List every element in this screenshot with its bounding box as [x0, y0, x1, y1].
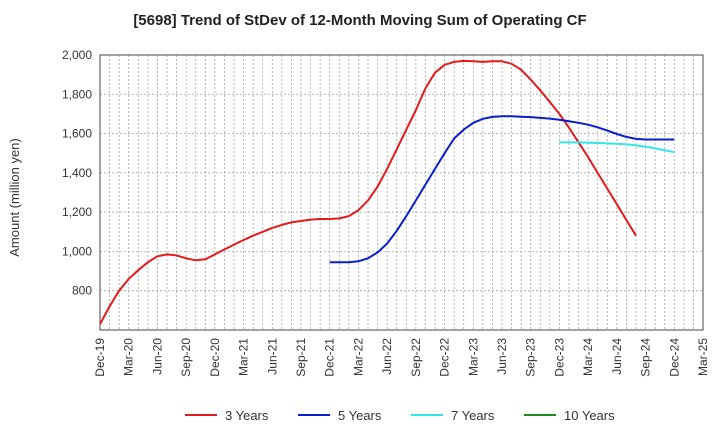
x-tick-label: Sep-23: [524, 338, 538, 377]
x-tick-label: Mar-21: [237, 338, 251, 376]
x-tick-label: Dec-21: [323, 338, 337, 377]
x-tick-label: Jun-21: [265, 338, 279, 375]
y-axis-title: Amount (million yen): [7, 138, 22, 257]
legend-label-5-years: 5 Years: [338, 408, 382, 423]
x-tick-label: Jun-24: [610, 338, 624, 375]
legend-label-10-years: 10 Years: [564, 408, 615, 423]
y-tick-label: 2,000: [62, 48, 92, 62]
x-tick-label: Mar-25: [696, 338, 710, 376]
x-tick-label: Dec-23: [552, 338, 566, 377]
x-tick-label: Jun-20: [150, 338, 164, 375]
plot-frame: [99, 54, 704, 331]
x-tick-label: Sep-20: [179, 338, 193, 377]
x-tick-label: Mar-24: [581, 338, 595, 376]
grid-lines: [100, 54, 703, 330]
x-tick-label: Dec-19: [93, 338, 107, 377]
y-tick-label: 1,400: [62, 166, 92, 180]
y-tick-label: 1,000: [62, 244, 92, 258]
y-tick-labels: 800 1,000 1,200 1,400 1,600 1,800 2,000: [62, 48, 92, 298]
y-tick-label: 1,600: [62, 127, 92, 141]
x-tick-label: Mar-20: [122, 338, 136, 376]
x-tick-label: Dec-20: [208, 338, 222, 377]
x-tick-label: Dec-24: [667, 338, 681, 377]
x-tick-label: Dec-22: [438, 338, 452, 377]
y-tick-label: 1,200: [62, 205, 92, 219]
x-tick-label: Sep-24: [639, 338, 653, 377]
x-tick-label: Jun-23: [495, 338, 509, 375]
series-line-3-years: [99, 59, 637, 325]
legend: 3 Years 5 Years 7 Years 10 Years: [185, 408, 615, 423]
legend-label-7-years: 7 Years: [451, 408, 495, 423]
y-tick-label: 800: [72, 284, 92, 298]
x-tick-label: Mar-23: [466, 338, 480, 376]
series-lines: [99, 59, 675, 325]
series-line-7-years: [559, 141, 675, 154]
chart-title: [5698] Trend of StDev of 12-Month Moving…: [133, 12, 587, 29]
y-tick-label: 1,800: [62, 87, 92, 101]
x-tick-label: Sep-22: [409, 338, 423, 377]
x-tick-label: Mar-22: [351, 338, 365, 376]
x-tick-label: Sep-21: [294, 338, 308, 377]
x-tick-label: Jun-22: [380, 338, 394, 375]
series-line-5-years: [329, 115, 675, 264]
x-tick-labels: Dec-19 Mar-20 Jun-20 Sep-20 Dec-20 Mar-21 Jun-…: [93, 338, 710, 377]
legend-label-3-years: 3 Years: [225, 408, 269, 423]
